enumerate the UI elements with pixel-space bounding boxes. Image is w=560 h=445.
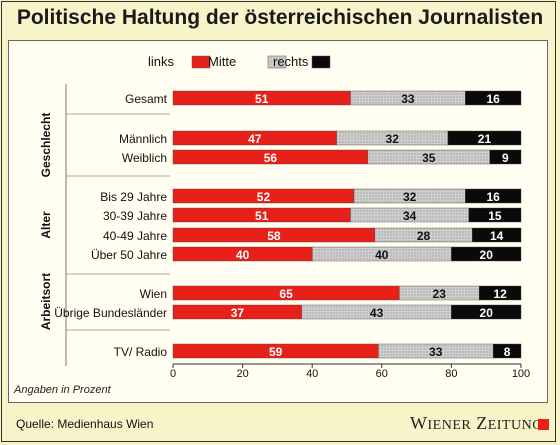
- data-label: 59: [269, 345, 283, 359]
- data-label: 34: [403, 209, 417, 223]
- data-label: 40: [375, 248, 389, 262]
- data-label: 21: [478, 132, 492, 146]
- data-label: 51: [255, 92, 269, 106]
- category-label: 40-49 Jahre: [103, 229, 167, 243]
- source-text: Quelle: Medienhaus Wien: [16, 417, 154, 431]
- data-label: 33: [429, 345, 443, 359]
- legend-label-rechts: rechts: [273, 54, 309, 69]
- legend-swatch-rechts: [311, 55, 331, 69]
- x-tick-label: 20: [236, 368, 248, 380]
- legend-swatch-mitte: [267, 55, 287, 69]
- data-label: 58: [267, 229, 281, 243]
- data-label: 9: [502, 151, 509, 165]
- category-label: Männlich: [119, 132, 167, 146]
- x-tick-label: 80: [445, 368, 457, 380]
- data-label: 35: [422, 151, 436, 165]
- category-label: Übrige Bundesländer: [54, 306, 167, 320]
- data-label: 65: [279, 287, 293, 301]
- bar-rechts: [492, 343, 522, 359]
- legend-swatch-links: [191, 55, 211, 69]
- brand-logo: WIENER ZEITUNG: [410, 413, 543, 433]
- group-label: Geschlecht: [39, 113, 53, 178]
- bar-rechts: [479, 285, 522, 301]
- x-tick-label: 100: [512, 368, 530, 380]
- category-label: Über 50 Jahre: [91, 248, 167, 262]
- units-note: Angaben in Prozent: [14, 384, 111, 396]
- data-label: 32: [403, 190, 417, 204]
- chart-title: Politische Haltung der österreichischen …: [16, 6, 544, 29]
- category-label: Weiblich: [122, 151, 167, 165]
- x-tick-label: 0: [170, 368, 176, 380]
- bar-rechts: [489, 149, 522, 165]
- bar-rechts: [468, 207, 522, 223]
- category-label: TV/ Radio: [114, 345, 168, 359]
- data-label: 52: [257, 190, 271, 204]
- data-label: 37: [231, 306, 245, 320]
- bar-rechts: [447, 130, 522, 146]
- legend-label-links: links: [148, 54, 175, 69]
- bar-rechts: [465, 188, 522, 204]
- data-label: 28: [417, 229, 431, 243]
- x-tick-label: 60: [376, 368, 388, 380]
- data-label: 15: [488, 209, 502, 223]
- data-label: 12: [493, 287, 507, 301]
- data-label: 20: [480, 248, 494, 262]
- data-label: 14: [490, 229, 504, 243]
- data-label: 16: [486, 190, 500, 204]
- category-label: Wien: [140, 287, 167, 301]
- data-label: 23: [433, 287, 447, 301]
- category-label: 30-39 Jahre: [103, 209, 167, 223]
- data-label: 51: [255, 209, 269, 223]
- legend-label-mitte: Mitte: [208, 54, 236, 69]
- data-label: 20: [480, 306, 494, 320]
- x-tick-label: 40: [306, 368, 318, 380]
- data-label: 32: [386, 132, 400, 146]
- bar-rechts: [472, 227, 522, 243]
- data-label: 40: [236, 248, 250, 262]
- group-label: Alter: [39, 211, 53, 239]
- bar-rechts: [465, 90, 522, 106]
- data-label: 8: [504, 345, 511, 359]
- bar-rechts: [451, 246, 522, 262]
- data-label: 16: [486, 92, 500, 106]
- data-label: 56: [264, 151, 278, 165]
- group-label: Arbeitsort: [39, 273, 53, 330]
- data-label: 33: [401, 92, 415, 106]
- bar-rechts: [451, 304, 522, 320]
- category-label: Gesamt: [125, 92, 168, 106]
- category-label: Bis 29 Jahre: [100, 190, 167, 204]
- data-label: 47: [248, 132, 262, 146]
- data-label: 43: [370, 306, 384, 320]
- brand-square-icon: [538, 419, 549, 430]
